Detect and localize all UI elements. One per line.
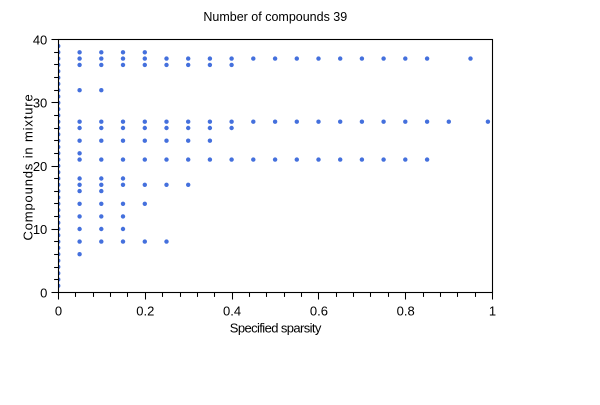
svg-text:0: 0 xyxy=(55,304,62,319)
svg-text:30: 30 xyxy=(33,96,47,111)
svg-text:Specified sparsity: Specified sparsity xyxy=(230,321,322,336)
svg-text:0.8: 0.8 xyxy=(397,304,415,319)
svg-text:20: 20 xyxy=(33,159,47,174)
svg-text:1: 1 xyxy=(489,304,496,319)
svg-text:0.4: 0.4 xyxy=(223,304,241,319)
svg-text:0.6: 0.6 xyxy=(310,304,328,319)
svg-text:Compounds in mixture: Compounds in mixture xyxy=(20,93,35,240)
svg-text:0.2: 0.2 xyxy=(136,304,154,319)
svg-text:Number of compounds 39: Number of compounds 39 xyxy=(203,10,347,24)
svg-text:10: 10 xyxy=(33,222,47,237)
svg-text:0: 0 xyxy=(40,285,47,300)
svg-text:40: 40 xyxy=(33,32,47,47)
